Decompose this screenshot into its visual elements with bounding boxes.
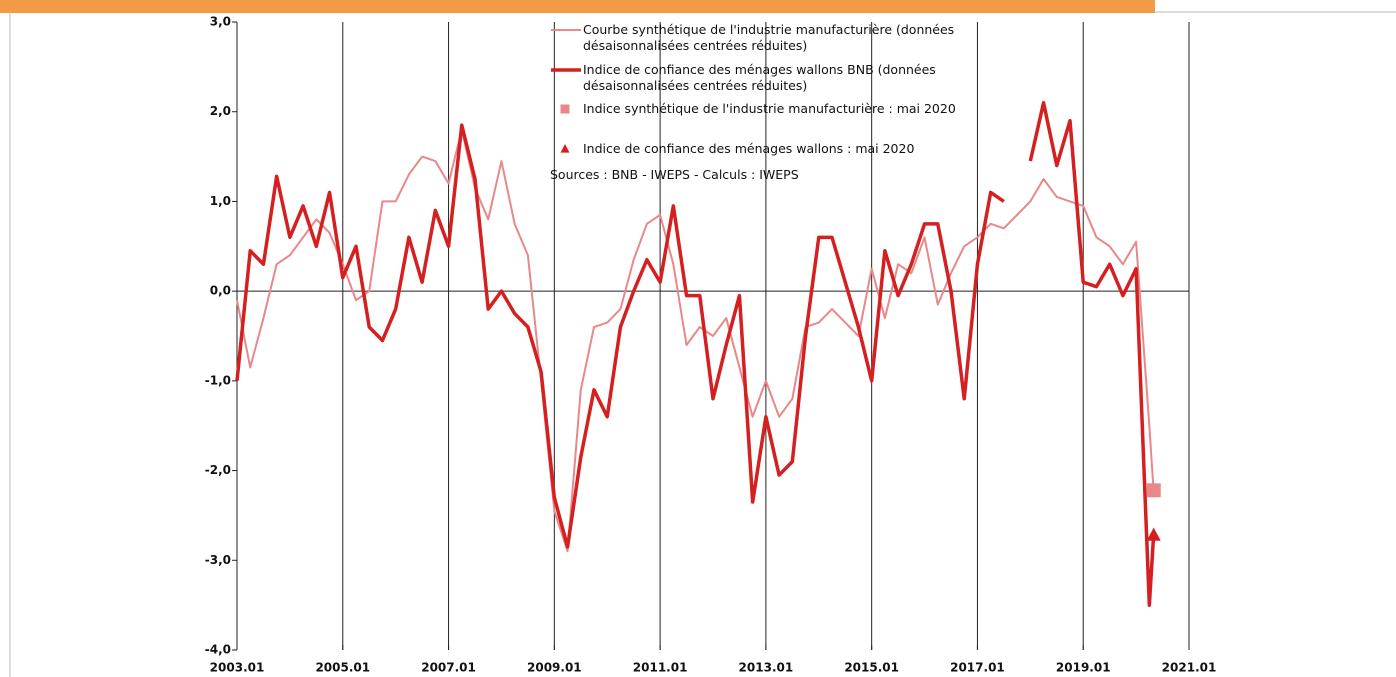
series-line bbox=[235, 100, 1156, 607]
y-tick-label: -3,0 bbox=[205, 553, 231, 567]
y-tick-label: -4,0 bbox=[205, 643, 231, 657]
x-tick-label: 2021.01 bbox=[1162, 661, 1217, 675]
y-tick-label: -2,0 bbox=[205, 463, 231, 477]
y-tick-label: 1,0 bbox=[210, 194, 231, 208]
y-tick-label: 3,0 bbox=[210, 15, 231, 29]
x-tick-label: 2019.01 bbox=[1056, 661, 1111, 675]
x-tick-label: 2013.01 bbox=[739, 661, 794, 675]
y-tick-label: 0,0 bbox=[210, 284, 231, 298]
legend-marker bbox=[560, 104, 570, 114]
legend-marker bbox=[560, 144, 570, 153]
y-tick-label: -1,0 bbox=[205, 373, 231, 387]
marker bbox=[1146, 483, 1161, 498]
x-tick-label: 2009.01 bbox=[527, 661, 582, 675]
marker bbox=[1146, 527, 1161, 541]
x-tick-label: 2015.01 bbox=[844, 661, 899, 675]
legend-label: Indice de confiance des ménages wallons … bbox=[583, 62, 936, 93]
series-line bbox=[236, 128, 1155, 553]
x-tick-label: 2005.01 bbox=[315, 661, 370, 675]
x-tick-label: 2017.01 bbox=[950, 661, 1005, 675]
legend-label: Courbe synthétique de l'industrie manufa… bbox=[583, 22, 955, 53]
source-note: Sources : BNB - IWEPS - Calculs : IWEPS bbox=[550, 167, 799, 182]
x-tick-label: 2011.01 bbox=[633, 661, 688, 675]
y-tick-label: 2,0 bbox=[210, 104, 231, 118]
header-bar bbox=[0, 0, 1155, 13]
x-tick-label: 2003.01 bbox=[210, 661, 265, 675]
legend-label: Indice synthétique de l'industrie manufa… bbox=[583, 101, 956, 116]
x-tick-label: 2007.01 bbox=[421, 661, 476, 675]
legend-label: Indice de confiance des ménages wallons … bbox=[583, 141, 915, 156]
